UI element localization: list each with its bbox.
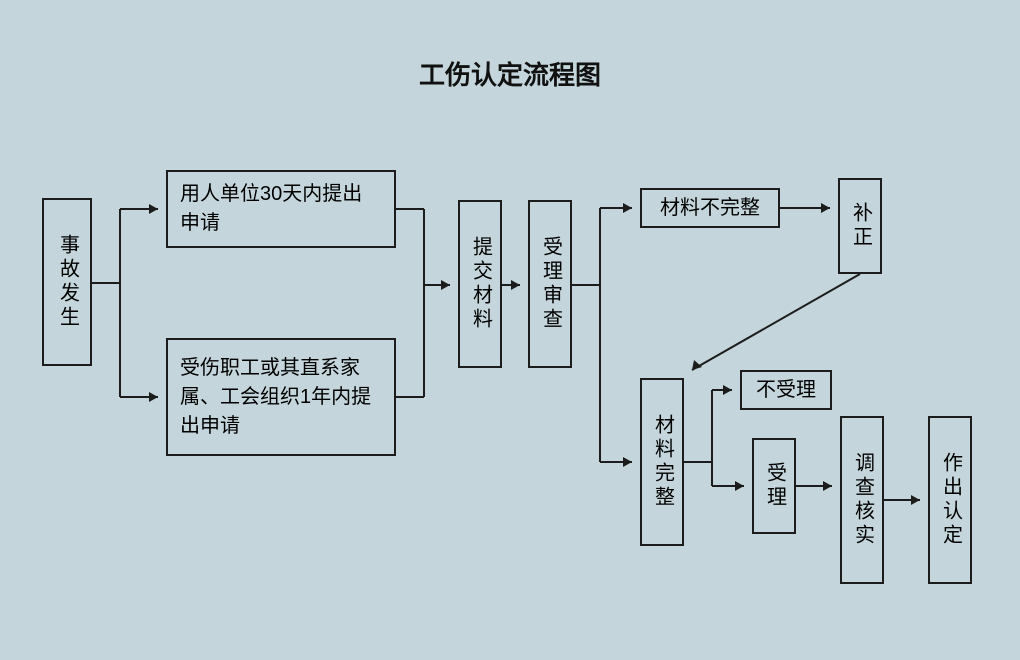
node-review: 受理审查: [528, 200, 572, 368]
node-investigate: 调查核实: [840, 416, 884, 584]
node-complete: 材料完整: [640, 378, 684, 546]
node-incomplete: 材料不完整: [640, 188, 780, 228]
node-worker1yr: 受伤职工或其直系家属、工会组织1年内提出申请: [166, 338, 396, 456]
edge-correct-to-complete: [692, 274, 860, 370]
edge-complete-branch: [684, 390, 744, 486]
edge-accident-branch: [92, 209, 158, 397]
flowchart-title: 工伤认定流程图: [0, 55, 1020, 92]
node-correct: 补正: [838, 178, 882, 274]
node-accident: 事故发生: [42, 198, 92, 366]
node-employer30: 用人单位30天内提出申请: [166, 170, 396, 248]
edge-review-branch: [572, 208, 632, 462]
node-reject: 不受理: [740, 370, 832, 410]
node-submit: 提交材料: [458, 200, 502, 368]
flowchart-canvas: 工伤认定流程图 事故发生 用人单位30天内提出申请受伤职工或其直系家属、工会组织1…: [0, 0, 1020, 660]
node-decide: 作出认定: [928, 416, 972, 584]
edge-branch-to-submit: [396, 209, 450, 397]
node-accept: 受理: [752, 438, 796, 534]
